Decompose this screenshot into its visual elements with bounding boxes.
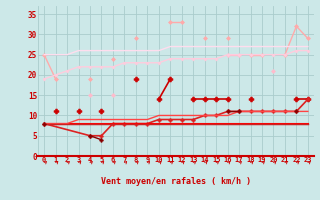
X-axis label: Vent moyen/en rafales ( km/h ): Vent moyen/en rafales ( km/h ) bbox=[101, 177, 251, 186]
